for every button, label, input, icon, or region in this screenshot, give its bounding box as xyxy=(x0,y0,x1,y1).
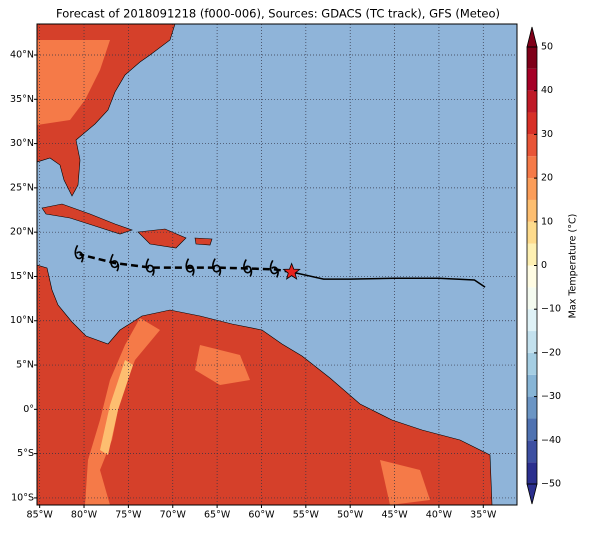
colorbar-bin xyxy=(527,396,537,419)
colorbar-tick-label: −20 xyxy=(541,347,561,358)
colorbar-bin xyxy=(527,112,537,135)
current-position xyxy=(282,262,301,280)
land xyxy=(37,24,493,505)
colorbar-tick-label: 30 xyxy=(541,129,553,140)
lon-tick-label: 55°W xyxy=(293,510,320,521)
lon-tick-label: 45°W xyxy=(381,510,408,521)
lon-tick-label: 70°W xyxy=(160,510,187,521)
colorbar-bin xyxy=(527,309,537,332)
lon-tick-label: 50°W xyxy=(337,510,364,521)
lat-tick-label: 10°S xyxy=(11,492,34,503)
lat-tick-label: 10°N xyxy=(10,315,34,326)
lat-tick-label: 30°N xyxy=(10,138,34,149)
colorbar-tick-label: 20 xyxy=(541,173,553,184)
lat-tick-label: 15°N xyxy=(10,271,34,282)
lon-tick-label: 60°W xyxy=(248,510,275,521)
colorbar-extend-min xyxy=(526,483,538,505)
colorbar-bin xyxy=(527,221,537,244)
colorbar-extend-max xyxy=(526,26,538,48)
map-title: Forecast of 2018091218 (f000-006), Sourc… xyxy=(56,7,500,21)
cyclone-symbol xyxy=(145,258,155,276)
colorbar-tick-label: −30 xyxy=(541,391,561,402)
colorbar-bin xyxy=(527,440,537,463)
colorbar-bin xyxy=(527,156,537,179)
colorbar-tick-label: −50 xyxy=(541,479,561,490)
cyclone-symbol xyxy=(269,259,279,278)
colorbar-bin xyxy=(527,134,537,157)
lat-tick-label: 25°N xyxy=(10,182,34,193)
lon-tick-label: 75°W xyxy=(115,510,142,521)
cyclone-symbol xyxy=(74,244,84,263)
colorbar-bin xyxy=(527,68,537,91)
tc-track xyxy=(74,244,486,288)
past-track xyxy=(291,271,486,288)
colorbar-bin xyxy=(527,352,537,375)
lat-tick-label: 5°N xyxy=(16,360,34,371)
cyclone-symbol xyxy=(212,258,222,276)
colorbar-tick-label: 0 xyxy=(541,260,547,271)
forecast-track xyxy=(79,253,292,274)
colorbar-tick-label: −40 xyxy=(541,435,561,446)
lon-tick-label: 35°W xyxy=(470,510,497,521)
lat-tick-label: 35°N xyxy=(10,94,34,105)
lon-tick-label: 80°W xyxy=(71,510,98,521)
colorbar-label: Max Temperature (°C) xyxy=(568,214,579,319)
cyclone-symbol xyxy=(110,253,120,272)
colorbar-tick-label: 50 xyxy=(541,42,553,53)
colorbar-bin xyxy=(527,287,537,310)
graticule xyxy=(34,24,517,508)
colorbar-bin xyxy=(527,90,537,113)
lat-tick-label: 0° xyxy=(23,404,34,415)
cyclone-symbol xyxy=(243,259,253,277)
colorbar-tick-label: −10 xyxy=(541,304,561,315)
colorbar-bin xyxy=(527,243,537,266)
lat-tick-label: 20°N xyxy=(10,227,34,238)
lat-tick-label: 40°N xyxy=(10,50,34,61)
colorbar-tick-label: 40 xyxy=(541,85,553,96)
colorbar-bin xyxy=(527,462,537,484)
lon-tick-label: 40°W xyxy=(426,510,453,521)
lat-tick-label: 5°S xyxy=(17,448,34,459)
colorbar-bin xyxy=(527,418,537,441)
colorbar-bin xyxy=(527,178,537,200)
colorbar-bin xyxy=(527,265,537,288)
colorbar-bin xyxy=(527,374,537,397)
colorbar-bin xyxy=(527,331,537,353)
colorbar-tick-label: 10 xyxy=(541,216,553,227)
map-frame xyxy=(36,23,518,506)
colorbar-bin xyxy=(527,199,537,222)
lon-tick-label: 65°W xyxy=(204,510,231,521)
colorbar-bin xyxy=(527,47,537,69)
lon-tick-label: 85°W xyxy=(27,510,54,521)
cyclone-symbol xyxy=(185,258,195,276)
colorbar: 50 40 30 20 10 0 −10 −20 −30 −40 −50 xyxy=(526,26,561,505)
